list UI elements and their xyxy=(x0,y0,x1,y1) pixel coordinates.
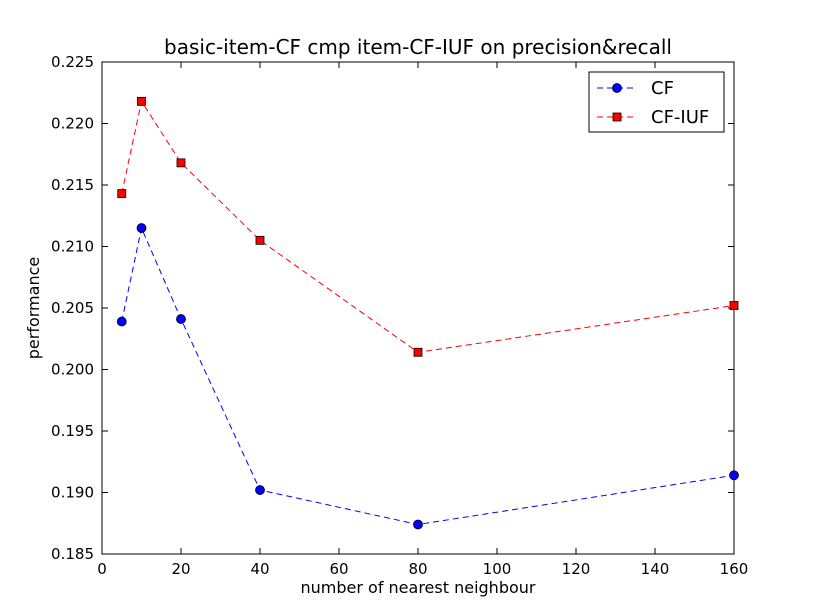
y-tick-label: 0.220 xyxy=(51,115,94,133)
y-tick-label: 0.215 xyxy=(51,176,94,194)
plot-frame xyxy=(101,61,735,555)
x-axis-ticks: 0 20 40 60 80 100 120 140 160 xyxy=(97,62,748,578)
plot-area: 0 20 40 60 80 100 120 140 160 0.185 0.190 0.195 0.2… xyxy=(51,53,748,578)
data-point-cf xyxy=(729,470,739,481)
y-tick-label: 0.210 xyxy=(51,238,94,256)
x-axis-label: number of nearest neighbour xyxy=(301,578,536,597)
x-tick-label: 60 xyxy=(329,560,348,578)
y-axis-ticks: 0.185 0.190 0.195 0.200 0.205 0.210 0.215 0.220… xyxy=(51,53,734,563)
y-tick-label: 0.185 xyxy=(51,545,94,563)
y-axis-label: performance xyxy=(24,257,43,359)
chart-title: basic-item-CF cmp item-CF-IUF on precisi… xyxy=(164,35,672,59)
series-layer xyxy=(116,96,739,530)
legend-marker-cf-iuf xyxy=(612,112,622,122)
legend-label-cf-iuf: CF-IUF xyxy=(651,107,709,128)
data-point-cf-iuf xyxy=(413,347,423,357)
data-point-cf-iuf xyxy=(255,235,265,245)
data-point-cf-iuf xyxy=(137,96,146,106)
y-tick-label: 0.195 xyxy=(51,422,94,440)
x-tick-label: 140 xyxy=(641,560,670,578)
legend-frame xyxy=(588,71,725,133)
x-tick-label: 160 xyxy=(720,560,749,578)
y-tick-label: 0.205 xyxy=(51,299,94,317)
x-tick-label: 20 xyxy=(171,560,190,578)
data-point-cf xyxy=(176,314,186,324)
data-point-cf-iuf xyxy=(117,189,127,199)
series-line-cf-iuf xyxy=(121,100,735,353)
x-tick-label: 120 xyxy=(562,560,591,578)
y-tick-label: 0.225 xyxy=(51,53,94,71)
y-tick-label: 0.200 xyxy=(51,361,94,379)
data-point-cf xyxy=(413,519,423,530)
data-point-cf xyxy=(255,485,265,495)
data-point-cf-iuf xyxy=(176,158,186,168)
legend-marker-cf xyxy=(612,83,622,93)
x-tick-label: 80 xyxy=(408,560,427,578)
legend: CF CF-IUF xyxy=(588,71,725,133)
data-point-cf xyxy=(136,223,147,233)
x-tick-label: 100 xyxy=(483,560,512,578)
x-tick-label: 40 xyxy=(250,560,269,578)
data-point-cf xyxy=(116,316,127,327)
legend-label-cf: CF xyxy=(651,78,674,99)
x-tick-label: 0 xyxy=(97,560,107,578)
y-tick-label: 0.190 xyxy=(51,484,94,502)
data-point-cf-iuf xyxy=(729,301,739,310)
